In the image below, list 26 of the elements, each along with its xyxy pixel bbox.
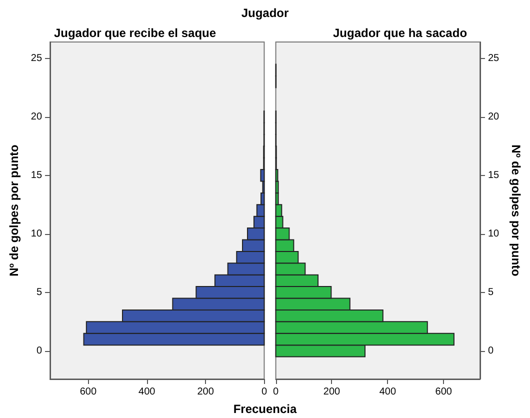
y-tick-label: 10 (30, 228, 42, 240)
y-tick-label: 5 (488, 286, 494, 298)
y-tick-label: 5 (36, 286, 42, 298)
x-tick-label: 200 (197, 386, 214, 398)
y-axis-title: Nº de golpes por punto (7, 144, 21, 276)
x-tick-label: 400 (138, 386, 156, 398)
x-tick-label: 200 (323, 386, 341, 398)
x-axis-title: Frecuencia (232, 402, 298, 416)
y-tick-label: 10 (488, 228, 500, 240)
x-tick-label: 400 (379, 386, 396, 398)
x-tick-label: 600 (435, 386, 452, 398)
y-axis-title: Nº de golpes por punto (509, 144, 523, 276)
y-tick-label: 0 (488, 345, 494, 356)
chart-title: Jugador que ha sacado (332, 26, 468, 40)
y-tick-label: 15 (30, 170, 42, 181)
text: Jugador (240, 6, 290, 20)
y-tick-label: 25 (30, 52, 42, 64)
y-tick-label: 25 (488, 52, 500, 64)
y-tick-label: 0 (36, 345, 42, 356)
y-tick-label: 20 (488, 111, 500, 122)
x-tick-label: 0 (261, 386, 268, 398)
y-tick-label: 15 (488, 170, 500, 181)
x-tick-label: 600 (80, 386, 97, 398)
x-tick-label: 0 (273, 386, 279, 398)
y-tick-label: 20 (30, 111, 42, 122)
chart-title: Jugador que recibe el saque (54, 26, 216, 40)
